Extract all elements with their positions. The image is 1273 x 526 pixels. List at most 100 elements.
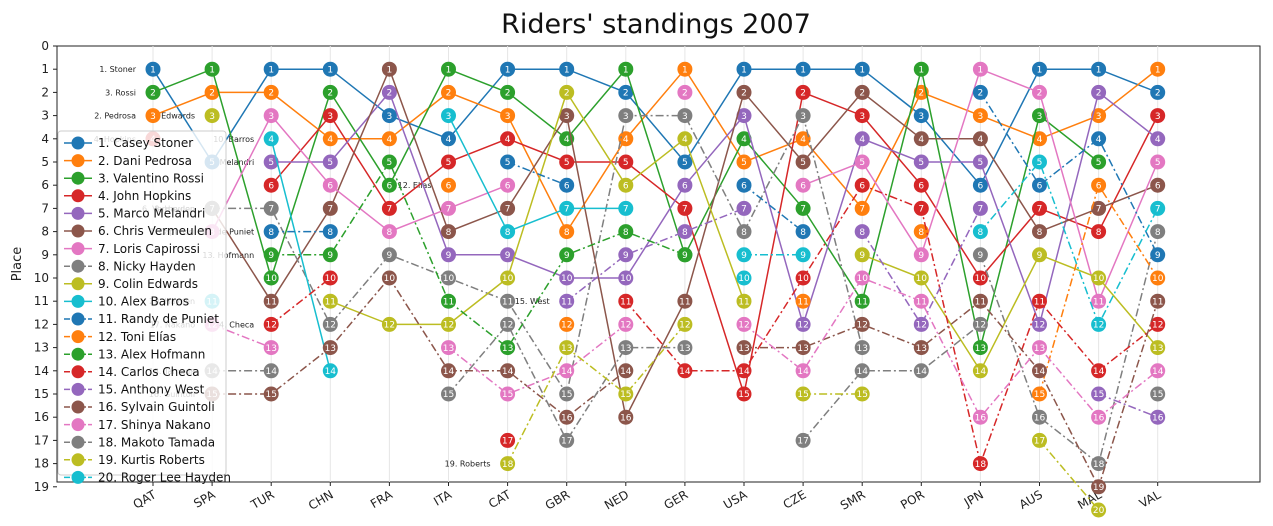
data-point-label: 8 [1155,228,1161,238]
data-point [736,200,752,216]
data-point-label: 3 [268,112,274,122]
data-point-label: 8 [623,228,629,238]
data-point [736,131,752,147]
data-point-label: 4 [268,135,274,145]
data-point [972,293,988,309]
data-point-label: 2 [209,89,215,99]
data-point-label: 12 [738,321,749,331]
data-point [1032,84,1047,100]
data-point-label: 12 [265,321,276,331]
data-point [913,131,929,147]
data-point-label: 9 [918,251,924,261]
series-15: 11 9 8 7 8 12 7 15 16 [559,200,1166,425]
data-point [854,154,870,170]
series-line [330,90,745,326]
legend-label: 17. Shinya Nakano [98,418,211,432]
data-point-label: 11 [679,297,690,307]
series-line [802,323,981,441]
data-point [500,432,516,448]
data-point [618,131,634,147]
legend-item: 6. Chris Vermeulen [64,224,212,238]
data-point [1150,200,1166,216]
data-point-label: 1 [387,65,393,75]
data-point-label: 13 [797,344,808,354]
data-point [500,386,516,402]
data-point-label: 2 [387,89,393,99]
data-point [559,293,575,309]
y-tick-label: 9 [41,248,49,262]
data-point-label: 7 [446,205,452,215]
legend-item: 17. Shinya Nakano [64,418,211,432]
data-point-label: 11 [1152,297,1163,307]
data-point [322,247,338,263]
legend-marker [71,435,85,449]
data-point [854,316,870,332]
data-point [263,293,279,309]
data-point-label: 13 [916,344,927,354]
legend-label: 5. Marco Melandri [98,207,205,221]
data-point [500,131,516,147]
data-point [677,340,693,356]
data-point [736,316,752,332]
y-tick-label: 11 [34,294,49,308]
data-point-label: 5 [1037,158,1043,168]
data-point [1032,131,1047,147]
data-point [854,247,870,263]
data-point-label: 15 [738,390,749,400]
legend-label: 13. Alex Hofmann [98,347,205,361]
data-point-label: 4 [564,135,570,145]
x-tick-label: SMR [838,487,868,512]
data-point [854,108,870,124]
data-point-label: 2 [1096,89,1102,99]
data-point-label: 12 [384,321,395,331]
series-line [625,184,1159,467]
data-point [1150,177,1166,193]
data-point [322,363,338,379]
data-point [1091,200,1107,216]
data-point-label: 8 [741,228,747,238]
data-point [204,61,220,77]
data-point [559,108,575,124]
data-point [913,363,929,379]
data-point-label: 19 [1093,483,1105,493]
data-point-label: 13 [620,344,631,354]
data-point-label: 9 [387,251,393,261]
data-point-label: 1 [978,65,984,75]
data-point [913,270,929,286]
legend-item: 3. Valentino Rossi [64,171,204,185]
data-point-label: 9 [623,251,629,261]
series-11: 8 8 5 6 6 8 2 6 4 9 [263,84,1166,263]
data-point [618,409,634,425]
data-point [263,84,279,100]
data-point-label: 6 [1037,181,1043,191]
legend-item: 11. Randy de Puniet [64,312,219,326]
data-point-label: 3 [1037,112,1043,122]
data-point-label: 8 [446,228,452,238]
y-tick-label: 12 [34,317,49,331]
data-point [795,316,811,332]
data-point-label: 8 [387,228,393,238]
series-line [743,277,1159,419]
data-point-label: 2 [446,89,452,99]
data-point [441,363,456,379]
series-line [743,184,804,233]
data-point [441,247,456,263]
data-point [972,316,988,332]
legend-item: 16. Sylvain Guintoli [64,400,215,414]
data-point [1032,316,1047,332]
data-point-label: 4 [505,135,511,145]
data-point [381,61,397,77]
data-point-label: 6 [918,181,924,191]
data-point-label: 13 [679,344,690,354]
series-9: 3 11 12 12 10 2 6 4 11 9 10 14 9 10 13 [204,84,1166,379]
data-point [500,177,516,193]
data-point-label: 12 [561,321,572,331]
data-point [1150,409,1166,425]
data-point [854,270,870,286]
data-point-label: 1 [446,65,452,75]
y-tick-label: 5 [41,155,49,169]
data-point-label: 16 [1152,413,1164,423]
y-tick-label: 18 [34,457,49,471]
x-tick-label: CHN [306,487,336,512]
data-point [795,200,811,216]
